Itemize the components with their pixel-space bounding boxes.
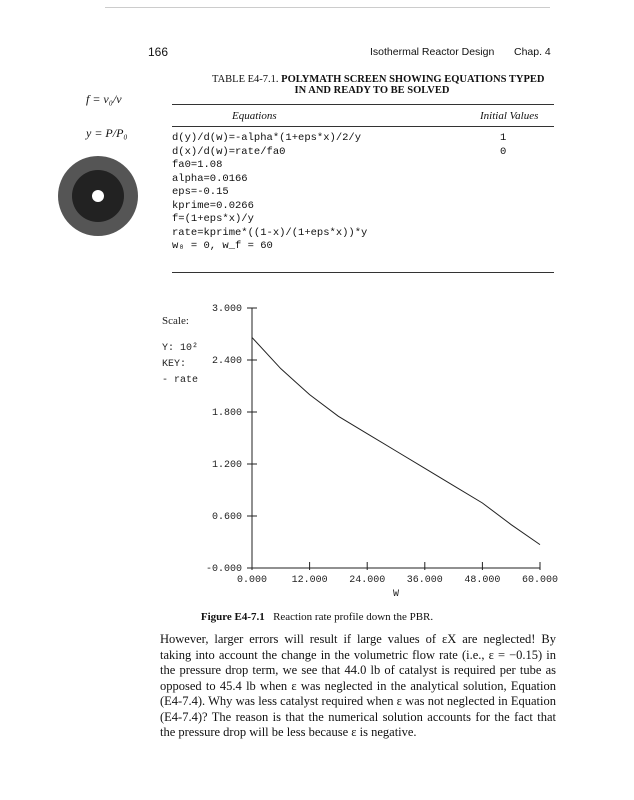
caption-label: TABLE E4-7.1.	[212, 74, 279, 85]
y-tick-label: 1.800	[212, 408, 242, 419]
equation: alpha=0.0166	[172, 172, 248, 185]
rule	[172, 126, 554, 127]
top-rule	[105, 7, 550, 8]
scale-note: Scale:	[162, 315, 189, 327]
margin-note: y = P/P₀	[86, 126, 128, 140]
rule	[172, 104, 554, 105]
x-tick-label: 60.000	[522, 575, 558, 586]
initial-value: 1	[500, 132, 507, 144]
margin-icon	[58, 156, 138, 236]
equation: w₀ = 0, w_f = 60	[172, 240, 273, 252]
x-tick-label: 36.000	[407, 575, 443, 586]
rate-curve	[251, 337, 541, 546]
y-tick-label: 2.400	[212, 356, 242, 367]
scale-note: KEY:	[162, 359, 186, 370]
equation: fa0=1.08	[172, 159, 223, 171]
equation: d(y)/d(w)=-alpha*(1+eps*x)/2/y	[172, 132, 362, 144]
column-header: Initial Values	[480, 110, 539, 122]
equation: f=(1+eps*x)/y	[172, 213, 254, 225]
equation: kprime=0.0266	[172, 199, 254, 212]
margin-note: f = v₀/v	[86, 92, 122, 106]
figure-caption-text: Reaction rate profile down the PBR.	[273, 611, 434, 623]
chapter: Chap. 4	[514, 46, 551, 58]
table-caption: TABLE E4-7.1. POLYMATH SCREEN SHOWING EQ…	[212, 74, 544, 96]
figure-caption: Figure E4-7.1 Reaction rate profile down…	[0, 611, 634, 623]
y-tick-label: 0.600	[212, 512, 242, 523]
scale-note: - rate	[162, 375, 198, 386]
x-axis-label: W	[393, 589, 399, 600]
paragraph: However, larger errors will result if la…	[160, 632, 556, 739]
caption-subtitle: IN AND READY TO BE SOLVED	[294, 85, 450, 96]
column-header: Equations	[232, 110, 277, 122]
x-tick-label: 24.000	[349, 575, 385, 586]
y-tick-label: 1.200	[212, 460, 242, 471]
scale-note: Y: 10²	[162, 343, 198, 354]
y-tick-label: -0.000	[206, 564, 242, 575]
y-tick-label: 3.000	[212, 304, 242, 315]
initial-value: 0	[500, 145, 507, 158]
equation: d(x)/d(w)=rate/fa0	[172, 145, 286, 158]
x-tick-label: 48.000	[464, 575, 500, 586]
x-tick-label: 12.000	[292, 575, 328, 586]
figure-label: Figure E4-7.1	[200, 611, 265, 623]
equation: eps=-0.15	[172, 186, 229, 198]
equation: rate=kprime*((1-x)/(1+eps*x))*y	[172, 226, 368, 239]
page-number: 166	[148, 45, 169, 59]
caption-title: POLYMATH SCREEN SHOWING EQUATIONS TYPED	[281, 74, 545, 85]
running-title: Isothermal Reactor Design	[370, 46, 495, 58]
figure: -0.000 0.600 1.200 1.800 2.400 3.000 0.000 12.0…	[162, 304, 558, 600]
rule	[172, 272, 554, 273]
x-tick-label: 0.000	[237, 575, 267, 586]
